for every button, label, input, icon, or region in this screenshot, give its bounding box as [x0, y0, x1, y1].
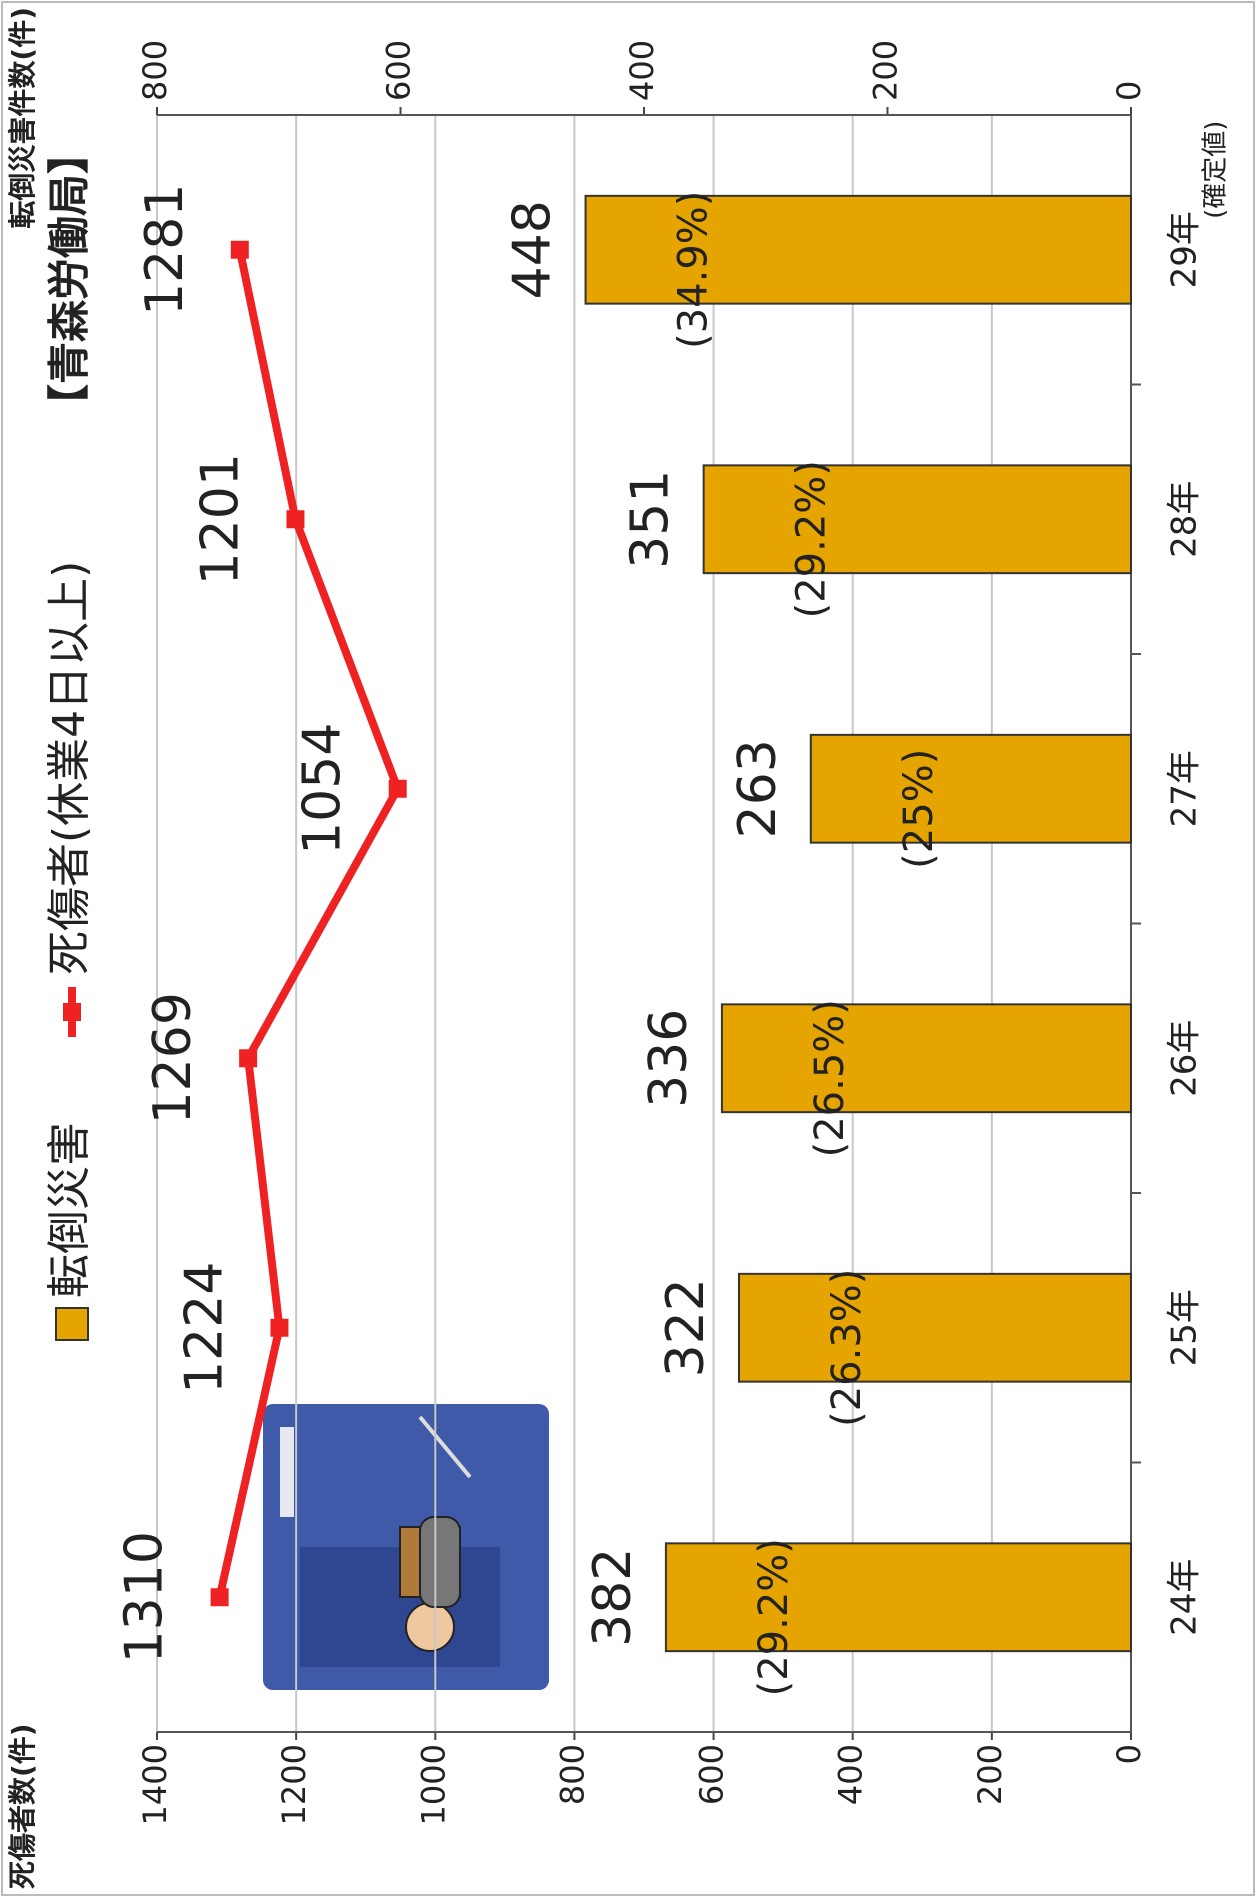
x-tick-label: 24年 [1165, 1559, 1205, 1636]
line-value-label: 1281 [135, 184, 195, 316]
y-tick-label: 1200 [275, 1744, 313, 1825]
y2-tick-label: 0 [1110, 81, 1148, 101]
y-tick-label: 200 [971, 1744, 1009, 1805]
bar [702, 464, 1132, 575]
y-tick-label: 800 [553, 1744, 591, 1805]
bar-percent-label: (26.5%) [807, 999, 853, 1157]
y-tick-label: 0 [1110, 1744, 1148, 1764]
line-marker [388, 779, 407, 798]
y-tick-label: 1400 [136, 1744, 174, 1825]
bar-percent-label: (25%) [896, 749, 942, 869]
x-tick-label: 26年 [1165, 1020, 1205, 1097]
bar-value-label: 263 [728, 739, 788, 838]
line-value-label: 1269 [143, 992, 203, 1124]
bar [809, 733, 1132, 844]
bar [720, 1003, 1132, 1114]
rotated-chart: 0 200 400 600 800 1000 1200 1400 0 200 400 600 800 死傷… [6, 7, 1231, 1889]
line-value-label: 1310 [115, 1531, 175, 1663]
line-marker [239, 1049, 258, 1068]
x-tick-label: 28年 [1165, 481, 1205, 558]
y2-axis-title: 転倒災害件数(件) [6, 7, 39, 229]
y2-tick-label: 200 [867, 40, 905, 101]
y-tick-label: 1000 [414, 1744, 452, 1825]
line-value-label: 1201 [190, 453, 250, 585]
annotation: 【青森労働局】 [45, 132, 94, 426]
note: (確定値) [1201, 121, 1231, 219]
legend-swatch [63, 1003, 81, 1021]
bar [664, 1542, 1132, 1653]
x-tick-label: 29年 [1165, 211, 1205, 288]
y-tick-label: 600 [693, 1744, 731, 1805]
y2-tick-label: 400 [623, 40, 661, 101]
x-tick-label: 25年 [1165, 1289, 1205, 1366]
bar-value-label: 351 [621, 470, 681, 569]
bar-percent-label: (26.3%) [824, 1269, 870, 1427]
illustration [263, 1404, 549, 1690]
legend-label: 死傷者(休業4日以上) [44, 561, 95, 975]
legend-swatch [55, 1307, 89, 1341]
bar-value-label: 322 [656, 1278, 716, 1377]
y2-tick-label: 600 [380, 40, 418, 101]
line-marker [270, 1318, 289, 1337]
x-tick-label: 27年 [1165, 750, 1205, 827]
bar-value-label: 336 [639, 1009, 699, 1108]
bar-percent-label: (34.9%) [671, 191, 717, 349]
bar-value-label: 448 [503, 200, 563, 299]
y-tick-label: 400 [832, 1744, 870, 1805]
line-marker [286, 510, 305, 529]
bar [584, 194, 1132, 305]
bar [737, 1272, 1133, 1383]
line [215, 248, 402, 1599]
bar-value-label: 382 [583, 1548, 643, 1647]
line-value-label: 1224 [174, 1262, 234, 1394]
line-value-label: 1054 [293, 723, 353, 855]
y2-tick-label: 800 [136, 40, 174, 101]
line-marker [210, 1588, 229, 1607]
legend-label: 転倒災害 [44, 1122, 95, 1298]
line-marker [230, 240, 249, 259]
bar-percent-label: (29.2%) [751, 1538, 797, 1696]
bar-percent-label: (29.2%) [789, 460, 835, 618]
y-axis-title: 死傷者数(件) [6, 1723, 39, 1889]
